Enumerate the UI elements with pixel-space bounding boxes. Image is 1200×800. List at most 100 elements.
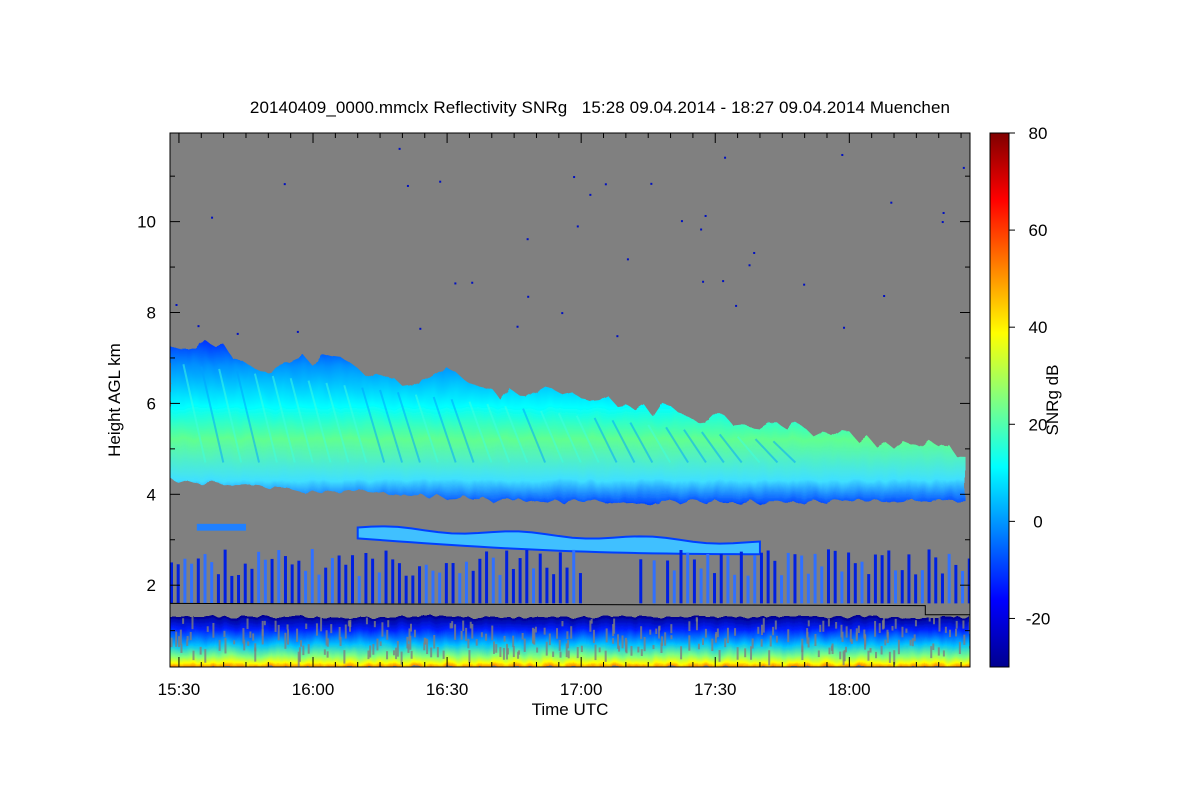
lower-layer-column (310, 548, 314, 604)
noise-speck (626, 258, 629, 261)
colorbar-tick-label: 80 (1029, 124, 1048, 143)
colorbar (990, 133, 1009, 667)
clutter-gap (955, 628, 958, 637)
fall-streak (289, 378, 314, 463)
clutter-gap (801, 638, 804, 653)
clutter-gap (182, 618, 185, 624)
clutter-gap (840, 624, 843, 638)
clutter-gap (625, 639, 628, 654)
clutter-gap (556, 628, 559, 639)
fall-streak (504, 405, 529, 463)
lower-layer-column (277, 550, 281, 604)
lower-layer-column (578, 573, 582, 604)
clutter-gap (323, 649, 326, 655)
clutter-gap (774, 620, 777, 630)
fall-streak (343, 385, 368, 463)
lower-layer-column (317, 574, 321, 604)
clutter-gap (828, 647, 831, 655)
clutter-gap (839, 651, 842, 660)
clutter-gap (590, 618, 593, 624)
lower-layer-column (176, 564, 180, 604)
lower-layer-column (230, 575, 234, 604)
lower-layer-column (713, 573, 717, 604)
clutter-gap (326, 638, 329, 647)
clutter-gap (842, 651, 845, 666)
clutter-gap (884, 639, 887, 646)
noise-speck (748, 264, 751, 267)
clutter-gap (467, 638, 470, 649)
lower-layer-column (237, 574, 241, 604)
fall-streak (200, 366, 225, 463)
clutter-gap (347, 620, 350, 627)
clutter-gap (218, 639, 221, 651)
colorbar-tick-label: 0 (1033, 512, 1042, 531)
clutter-gap (409, 635, 412, 650)
lower-layer-column (947, 553, 951, 604)
clutter-gap (875, 651, 878, 659)
clutter-gap (534, 626, 537, 633)
y-tick-label: 2 (147, 576, 156, 595)
noise-speck (883, 295, 886, 298)
clutter-gap (254, 647, 257, 662)
clutter-gap (643, 637, 646, 652)
clutter-gap (680, 646, 683, 660)
clutter-gap (874, 620, 877, 637)
clutter-gap (612, 638, 615, 644)
clutter-gap (726, 627, 729, 644)
noise-speck (527, 295, 530, 298)
lower-layer-column (525, 549, 529, 604)
clutter-gap (247, 641, 250, 646)
lower-layer-column (793, 554, 797, 604)
lower-layer-column (652, 560, 656, 604)
clutter-gap (760, 639, 763, 647)
fall-streak (683, 429, 707, 464)
clutter-gap (178, 636, 181, 648)
clutter-gap (277, 624, 280, 641)
clutter-gap (901, 626, 904, 638)
clutter-gap (888, 651, 891, 663)
clutter-gap (814, 633, 817, 646)
clutter-gap (604, 650, 607, 662)
fall-streak (772, 440, 797, 464)
clutter-gap (233, 640, 236, 645)
lower-layer-column (880, 555, 884, 604)
noise-speck (589, 193, 592, 196)
colorbar-axis: -20 0 20 40 60 80 (1009, 124, 1050, 628)
clutter-gap (204, 649, 207, 663)
clutter-gap (640, 626, 643, 640)
colorbar-label: SNRg dB (1043, 365, 1062, 436)
clutter-gap (716, 628, 719, 638)
clutter-gap (465, 627, 468, 641)
noise-speck (604, 183, 607, 186)
clutter-gap (506, 643, 509, 660)
noise-speck (296, 330, 299, 333)
clutter-gap (493, 641, 496, 654)
clutter-gap (762, 618, 765, 633)
mid-level-layer (356, 525, 761, 556)
clutter-gap (617, 634, 620, 649)
clutter-gap (880, 645, 883, 655)
clutter-gap (652, 644, 655, 650)
clutter-gap (757, 626, 760, 634)
clutter-gap (807, 637, 810, 648)
clutter-gap (180, 644, 183, 653)
noise-speck (439, 180, 442, 183)
lower-layer-column (190, 563, 194, 604)
clutter-gap (863, 629, 866, 639)
clutter-gap (536, 647, 539, 653)
clutter-gap (618, 645, 621, 652)
clutter-gap (670, 635, 673, 640)
boundary-layer-height-line (170, 602, 970, 616)
reflectivity-field (170, 147, 970, 667)
clutter-gap (949, 629, 952, 638)
clutter-gap (518, 650, 521, 655)
clutter-gap (822, 620, 825, 632)
clutter-gap (817, 650, 820, 658)
clutter-gap (589, 620, 592, 632)
lower-layer-column (170, 562, 173, 604)
x-axis: 15:30 16:00 16:30 17:00 17:30 18:00 (158, 133, 962, 699)
noise-speck (753, 251, 756, 254)
x-tick-label: 18:00 (828, 680, 871, 699)
clutter-gap (688, 621, 691, 632)
